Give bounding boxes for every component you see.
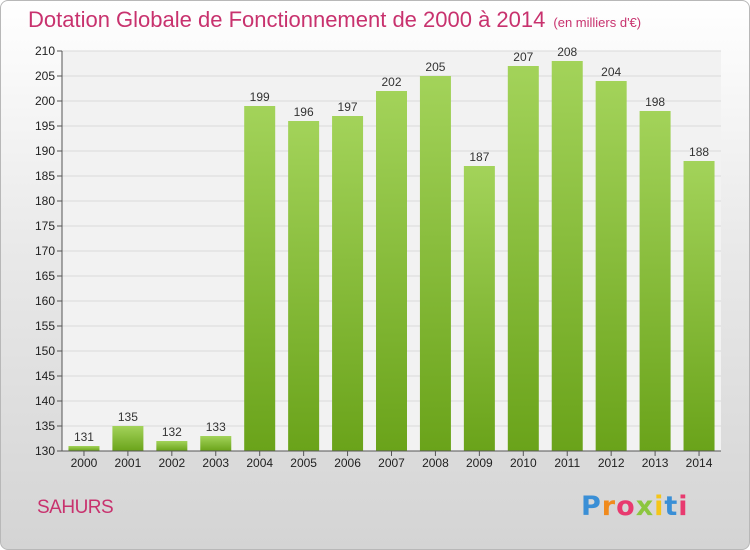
value-label-2006: 197 <box>338 100 358 114</box>
logo-letter: x <box>635 491 655 522</box>
y-tick-label: 200 <box>35 94 55 108</box>
y-tick-label: 165 <box>35 269 55 283</box>
x-tick-label-2002: 2002 <box>158 456 185 470</box>
value-label-2009: 187 <box>469 150 489 164</box>
x-tick-label-2006: 2006 <box>334 456 361 470</box>
value-label-2002: 132 <box>162 425 182 439</box>
x-tick-label-2008: 2008 <box>422 456 449 470</box>
value-label-2014: 188 <box>689 145 709 159</box>
bar-2011 <box>551 61 583 451</box>
bar-2014 <box>683 161 715 451</box>
y-tick-label: 175 <box>35 219 55 233</box>
bar-2009 <box>463 166 495 451</box>
y-tick-label: 185 <box>35 169 55 183</box>
bar-2000 <box>68 446 100 451</box>
y-tick-label: 145 <box>35 369 55 383</box>
x-tick-label-2011: 2011 <box>554 456 580 470</box>
bar-2003 <box>200 436 232 451</box>
labels: 130 135 140 145 150 155 160 165 170 175 180 185 190 1… <box>35 44 713 470</box>
x-tick-label-2009: 2009 <box>466 456 493 470</box>
chart-unit: (en milliers d'€) <box>553 15 642 30</box>
commune-name: SAHURS <box>37 497 114 518</box>
y-tick-label: 155 <box>35 319 55 333</box>
x-tick-label-2007: 2007 <box>378 456 405 470</box>
y-tick-label: 170 <box>35 244 55 258</box>
value-label-2000: 131 <box>74 430 94 444</box>
value-label-2004: 199 <box>250 90 270 104</box>
bar-2006 <box>332 116 364 451</box>
logo-letter: i <box>654 491 665 522</box>
x-tick-label-2005: 2005 <box>290 456 317 470</box>
x-tick-label-2000: 2000 <box>71 456 98 470</box>
logo-letter: t <box>664 491 679 522</box>
bar-2001 <box>112 426 144 451</box>
value-label-2010: 207 <box>513 50 533 64</box>
value-label-2011: 208 <box>557 45 577 59</box>
axes <box>57 50 721 456</box>
x-tick-label-2010: 2010 <box>510 456 537 470</box>
y-tick-label: 210 <box>35 44 55 58</box>
y-tick-label: 195 <box>35 119 55 133</box>
bar-2012 <box>595 81 627 451</box>
proxiti-logo: Proxiti <box>581 491 689 522</box>
x-tick-label-2004: 2004 <box>246 456 273 470</box>
y-tick-label: 150 <box>35 344 55 358</box>
logo-letter: o <box>616 491 636 522</box>
bar-2002 <box>156 441 188 451</box>
chart-title-text: Dotation Globale de Fonctionnement de 20… <box>28 7 546 32</box>
logo-letter: P <box>581 491 602 522</box>
y-tick-label: 205 <box>35 69 55 83</box>
value-label-2012: 204 <box>601 65 621 79</box>
bar-2004 <box>244 106 276 451</box>
chart-title: Dotation Globale de Fonctionnement de 20… <box>28 7 641 33</box>
y-tick-label: 190 <box>35 144 55 158</box>
y-tick-label: 130 <box>35 444 55 458</box>
bar-2013 <box>639 111 671 451</box>
x-tick-label-2013: 2013 <box>642 456 669 470</box>
x-tick-label-2012: 2012 <box>598 456 625 470</box>
y-tick-label: 135 <box>35 419 55 433</box>
x-tick-label-2001: 2001 <box>115 456 142 470</box>
value-label-2008: 205 <box>425 60 445 74</box>
x-tick-label-2014: 2014 <box>686 456 713 470</box>
value-label-2001: 135 <box>118 410 138 424</box>
y-tick-label: 140 <box>35 394 55 408</box>
value-label-2003: 133 <box>206 420 226 434</box>
logo-letter: i <box>678 491 689 522</box>
bar-2007 <box>376 91 407 451</box>
bar-2010 <box>507 66 539 451</box>
bar-2008 <box>419 76 451 451</box>
x-tick-label-2003: 2003 <box>202 456 229 470</box>
y-tick-label: 180 <box>35 194 55 208</box>
logo-letter: r <box>601 491 617 522</box>
value-label-2013: 198 <box>645 95 665 109</box>
y-tick-label: 160 <box>35 294 55 308</box>
bars <box>68 61 715 451</box>
value-label-2005: 196 <box>294 105 314 119</box>
bar-2005 <box>288 121 320 451</box>
value-label-2007: 202 <box>381 75 401 89</box>
